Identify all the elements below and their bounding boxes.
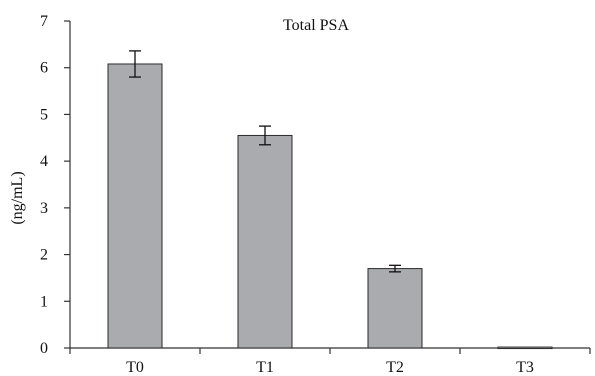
x-tick-label: T3 [516, 359, 534, 376]
y-tick-label: 6 [40, 60, 48, 77]
x-tick-label: T2 [386, 359, 404, 376]
y-tick-label: 5 [40, 106, 48, 123]
error-bars [129, 50, 401, 273]
bar-t0 [107, 63, 163, 349]
x-tick-label: T0 [126, 359, 144, 376]
y-axis-label: (ng/mL) [9, 171, 26, 224]
x-tick-label: T1 [256, 359, 274, 376]
bars [107, 63, 553, 350]
y-tick-label: 0 [40, 340, 48, 357]
y-tick-label: 2 [40, 247, 48, 264]
bar-t2 [367, 268, 423, 349]
x-ticks: T0 T1 T2 T3 [69, 348, 591, 376]
y-tick-label: 3 [40, 200, 48, 217]
bar-t3 [497, 346, 553, 350]
bar-t1 [237, 134, 293, 349]
y-ticks: 0 1 2 3 4 5 6 7 [40, 13, 70, 357]
y-tick-label: 1 [40, 293, 48, 310]
chart-title: Total PSA [283, 17, 349, 34]
y-tick-label: 7 [40, 13, 48, 30]
y-tick-label: 4 [40, 153, 48, 170]
